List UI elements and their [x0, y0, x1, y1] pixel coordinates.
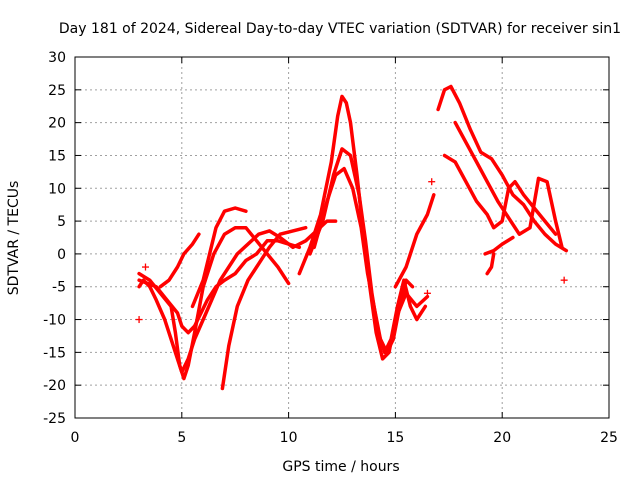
y-tick-label: -10 [43, 313, 66, 329]
x-tick-label: 0 [71, 430, 80, 446]
series-trace-s10 [393, 193, 436, 289]
trace-layer [137, 84, 569, 391]
x-axis-label: GPS time / hours [282, 459, 399, 475]
tick-layer: 0 5 10 15 20 25 -25 -20 -15 -10 -5 0 5 10 15 20 25 30 [43, 50, 618, 446]
y-tick-label: 30 [48, 50, 66, 66]
scatter-point [423, 289, 431, 297]
series-trace-s9 [312, 166, 415, 355]
x-tick-label: 25 [600, 430, 618, 446]
x-tick-label: 5 [177, 430, 186, 446]
series-trace-s4 [158, 232, 201, 289]
y-tick-label: -15 [43, 345, 66, 361]
y-tick-label: -20 [43, 378, 66, 394]
scatter-point [560, 276, 568, 284]
series-trace-s12 [442, 153, 558, 236]
series-trace-s6 [220, 225, 308, 391]
scatter-point [141, 263, 149, 271]
y-tick-label: -25 [43, 411, 66, 427]
series-trace-s2 [137, 239, 302, 335]
series-trace-s14 [483, 235, 515, 256]
series-trace-s15 [485, 252, 496, 276]
scatter-point [428, 178, 436, 186]
y-tick-label: 25 [48, 83, 66, 99]
y-tick-label: 0 [57, 247, 66, 263]
y-tick-label: 5 [57, 214, 66, 230]
x-tick-label: 10 [280, 430, 298, 446]
series-trace-s3 [137, 219, 338, 374]
grid-layer [75, 57, 609, 418]
y-axis-label: SDTVAR / TECUs [6, 181, 22, 296]
chart-title: Day 181 of 2024, Sidereal Day-to-day VTE… [59, 21, 621, 37]
series-trace-s13 [453, 120, 564, 250]
point-layer [135, 178, 568, 324]
x-tick-label: 20 [493, 430, 511, 446]
plot-frame [74, 56, 610, 419]
y-tick-label: 15 [48, 148, 66, 164]
x-tick-label: 15 [386, 430, 404, 446]
series-trace-s5 [190, 206, 248, 309]
y-tick-label: -5 [52, 280, 66, 296]
series-trace-s11 [436, 84, 569, 253]
scatter-point [135, 316, 143, 324]
y-tick-label: 20 [48, 116, 66, 132]
y-tick-label: 10 [48, 181, 66, 197]
